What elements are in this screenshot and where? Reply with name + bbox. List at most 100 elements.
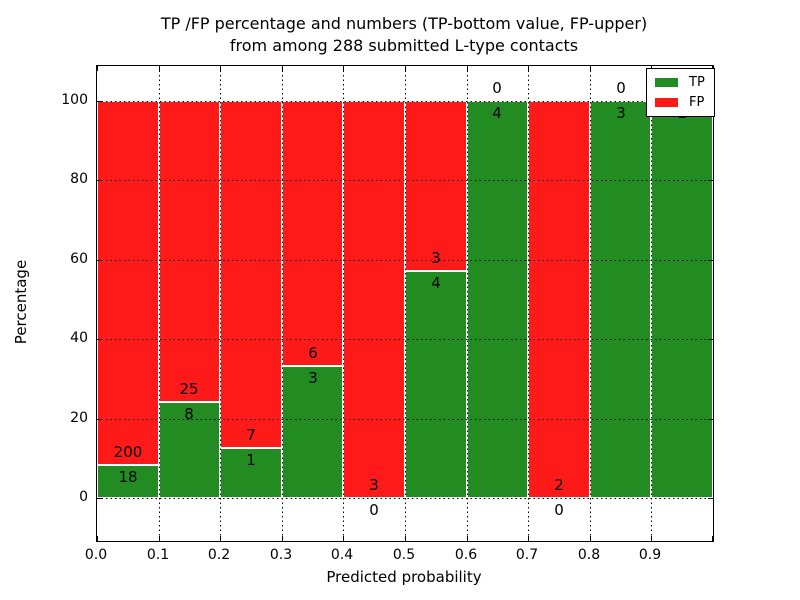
fp-count-label: 2 [554,476,564,494]
fp-bar-segment [405,101,467,271]
x-tick-mark [282,536,283,541]
x-tick-mark [343,66,344,71]
fp-count-label: 0 [616,79,626,97]
y-tick-mark [708,498,713,499]
tp-count-label: 4 [431,274,441,292]
fp-count-label: 25 [179,380,199,398]
x-tick-mark [467,66,468,71]
fp-count-label: 200 [113,443,143,461]
y-tick-mark [97,260,102,261]
y-tick-mark [97,101,102,102]
x-tick-mark [159,66,160,71]
x-tick-mark [528,536,529,541]
tp-count-label: 3 [616,104,626,122]
y-tick-mark [97,498,102,499]
x-tick-label: 0.2 [207,547,231,563]
x-tick-label: 0.4 [330,547,354,563]
horizontal-gridline [97,260,713,261]
y-tick-label: 40 [70,330,88,346]
tp-count-label: 4 [492,104,502,122]
tp-bar-segment [405,271,467,498]
fp-bar-segment [528,101,590,498]
y-axis-label: Percentage [12,259,30,345]
x-tick-label: 0.0 [84,547,108,563]
vertical-gridline [467,66,468,541]
y-tick-label: 80 [70,171,88,187]
chart-title-line2: from among 288 submitted L-type contacts [229,36,579,55]
chart-title: TP /FP percentage and numbers (TP-bottom… [96,13,712,57]
x-tick-label: 0.7 [515,547,539,563]
vertical-gridline [220,66,221,541]
x-tick-label: 0.1 [146,547,170,563]
x-tick-mark [528,66,529,71]
fp-count-label: 6 [308,344,318,362]
tp-count-label: 18 [118,468,138,486]
y-tick-mark [708,260,713,261]
tp-bar-segment [467,101,528,498]
legend-item: FP [655,96,705,109]
tp-count-label: 0 [369,501,379,519]
x-tick-mark [590,66,591,71]
fp-legend-swatch [655,98,678,107]
y-tick-label: 20 [70,410,88,426]
vertical-gridline [590,66,591,541]
legend-item: TP [655,76,705,89]
x-tick-mark [220,66,221,71]
y-tick-mark [97,419,102,420]
y-tick-mark [708,339,713,340]
horizontal-gridline [97,419,713,420]
tp-bar-segment [97,465,159,498]
tp-count-label: 0 [554,501,564,519]
legend: TP FP [646,68,715,117]
legend-item-label: TP [689,75,705,90]
fp-bar-segment [343,101,405,498]
y-tick-label: 60 [70,251,88,267]
horizontal-gridline [97,498,713,499]
y-tick-mark [97,180,102,181]
y-tick-mark [708,180,713,181]
x-tick-mark [97,66,98,71]
x-tick-mark [467,536,468,541]
vertical-gridline [528,66,529,541]
x-tick-label: 0.3 [269,547,293,563]
x-tick-mark [405,536,406,541]
fp-bar-segment [97,101,159,465]
x-tick-label: 0.9 [638,547,662,563]
x-tick-label: 0.8 [577,547,601,563]
x-tick-mark [282,66,283,71]
vertical-gridline [282,66,283,541]
vertical-gridline [651,66,652,541]
y-tick-label: 100 [61,92,88,108]
x-tick-label: 0.5 [392,547,416,563]
tp-count-label: 3 [308,369,318,387]
x-tick-mark [651,536,652,541]
x-axis-label: Predicted probability [326,568,482,586]
x-tick-label: 0.6 [454,547,478,563]
tp-legend-swatch [655,78,678,87]
vertical-gridline [343,66,344,541]
fp-bar-segment [159,101,220,402]
legend-item-label: FP [689,95,705,110]
horizontal-gridline [97,339,713,340]
chart-title-line1: TP /FP percentage and numbers (TP-bottom… [160,14,648,33]
fp-count-label: 3 [431,249,441,267]
vertical-gridline [159,66,160,541]
horizontal-gridline [97,180,713,181]
fp-bar-segment [282,101,343,366]
y-tick-label: 0 [79,489,88,505]
x-tick-mark [159,536,160,541]
tp-bar-segment [159,402,220,498]
tp-count-label: 8 [184,405,194,423]
tp-count-label: 1 [246,451,256,469]
fp-bar-segment [220,101,282,448]
tp-bar-segment [590,101,651,498]
fp-count-label: 0 [492,79,502,97]
y-tick-mark [97,339,102,340]
x-tick-mark [712,536,713,541]
tp-bar-segment [651,101,713,498]
fp-count-label: 3 [369,476,379,494]
x-tick-mark [97,536,98,541]
fp-count-label: 7 [246,426,256,444]
